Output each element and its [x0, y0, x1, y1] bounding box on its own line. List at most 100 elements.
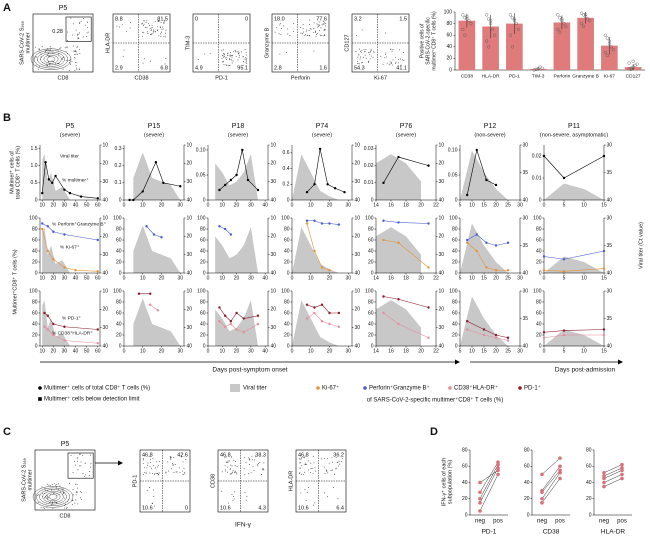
y2-tick-label: 30 — [187, 252, 193, 258]
y2-tick-label: 10 — [439, 142, 445, 148]
event-dot — [79, 465, 81, 467]
event-dot — [152, 489, 154, 491]
event-dot — [151, 28, 153, 30]
series-point — [382, 311, 385, 315]
event-dot — [227, 462, 229, 464]
y-tick-label: 80 — [284, 299, 290, 305]
series-point — [397, 298, 400, 301]
data-point — [496, 460, 500, 464]
y-tick-label: 20 — [368, 332, 374, 338]
series-point — [313, 183, 316, 186]
event-dot — [86, 36, 88, 37]
series-point — [382, 295, 385, 298]
event-dot — [235, 55, 237, 57]
y-tick-label: 80 — [32, 299, 38, 305]
event-dot — [231, 472, 233, 474]
x-tick-label: 16 — [388, 348, 394, 354]
event-dot — [36, 502, 38, 504]
pair-line — [541, 470, 561, 493]
data-point — [556, 27, 560, 31]
event-dot — [357, 56, 359, 58]
event-dot — [313, 504, 314, 506]
data-point — [489, 19, 493, 23]
series-point — [149, 303, 152, 306]
x-tick-label: 10 — [220, 202, 226, 208]
event-dot — [56, 502, 58, 504]
y-tick-label: 0 — [119, 270, 122, 276]
data-point — [485, 13, 489, 17]
event-dot — [306, 29, 308, 31]
y2-tick-label: 35 — [523, 170, 529, 176]
legend-marker — [38, 386, 42, 390]
y2-tick-label: 40 — [607, 343, 613, 349]
x-axis-label: Perforin — [291, 75, 310, 81]
event-dot — [309, 27, 311, 29]
event-dot — [334, 473, 335, 475]
y-axis-label: CD38 — [210, 474, 216, 488]
event-dot — [82, 36, 84, 38]
y2-tick-label: 40 — [187, 197, 193, 203]
y2-axis-label: Viral titer (Ct value) — [638, 222, 644, 269]
data-point — [491, 27, 495, 31]
event-dot — [169, 457, 171, 459]
event-dot — [54, 500, 56, 502]
event-dot — [184, 472, 186, 474]
series-point — [63, 325, 66, 328]
y2-tick-label: 30 — [271, 252, 277, 258]
event-dot — [149, 27, 151, 29]
event-dot — [245, 57, 247, 59]
event-dot — [363, 51, 365, 53]
event-dot — [234, 49, 236, 51]
data-point — [496, 468, 500, 473]
data-point — [556, 13, 560, 17]
quadrant-value: 0 — [185, 505, 188, 511]
data-point — [631, 59, 635, 63]
y-tick-label: 0 — [449, 67, 452, 73]
event-dot — [238, 52, 239, 54]
event-dot — [325, 25, 327, 27]
event-dot — [324, 472, 326, 474]
series-point — [43, 325, 46, 328]
event-dot — [143, 23, 145, 25]
event-dot — [169, 455, 171, 457]
event-dot — [231, 59, 233, 61]
series-point — [52, 322, 55, 326]
event-dot — [324, 458, 326, 460]
x-tick-label: 0 — [291, 275, 294, 281]
series-point — [382, 219, 385, 222]
y-tick-label: 100 — [449, 288, 458, 294]
event-dot — [79, 22, 81, 24]
event-dot — [142, 31, 144, 33]
quadrant-value: 10.6 — [142, 505, 153, 511]
event-dot — [76, 457, 78, 459]
y-tick-label: 40 — [536, 248, 542, 254]
y-tick-label: 0.10 — [448, 147, 458, 153]
y-tick-label: 40 — [116, 248, 122, 254]
series-point — [313, 311, 316, 315]
x-tick-label: 20 — [418, 202, 424, 208]
quadrant-value: 54.3 — [354, 65, 365, 71]
quadrant-value: 46.8 — [298, 452, 309, 458]
event-dot — [70, 63, 71, 65]
event-dot — [312, 455, 314, 457]
event-dot — [323, 30, 325, 32]
y2-tick-label: 20 — [103, 234, 109, 240]
event-dot — [54, 492, 56, 494]
series-point — [602, 249, 606, 253]
viral-titer-area — [460, 223, 508, 273]
series-point — [466, 320, 469, 323]
y-tick-label: 0 — [539, 270, 542, 276]
x-tick-label: pos — [493, 519, 503, 525]
x-tick-label: 10 — [220, 275, 226, 281]
event-dot — [237, 51, 239, 53]
x-tick-label: 10 — [581, 348, 587, 354]
y-tick-label: 80 — [586, 447, 592, 453]
series-point — [156, 309, 159, 312]
event-dot — [321, 458, 323, 460]
data-point — [580, 11, 584, 15]
event-dot — [204, 53, 206, 55]
event-dot — [37, 501, 39, 503]
x-tick-label: 60 — [95, 348, 101, 354]
series-point — [218, 306, 221, 309]
event-dot — [321, 35, 323, 37]
